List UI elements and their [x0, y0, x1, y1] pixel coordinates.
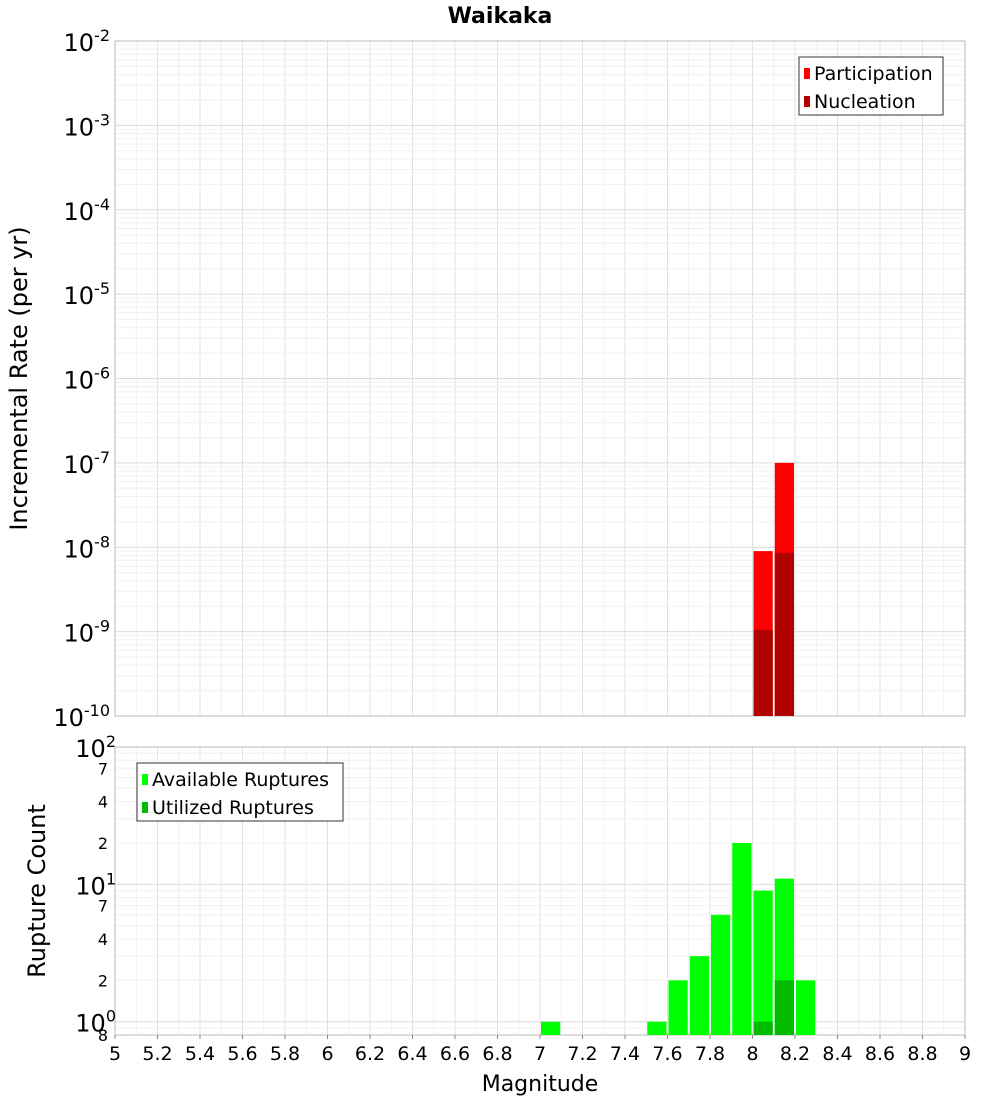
y-minor-tick-label: 4	[98, 793, 108, 812]
x-tick-label: 7.6	[652, 1043, 682, 1065]
count-utilized-ruptures-bar	[774, 980, 794, 1035]
count-available-ruptures-bar	[668, 980, 688, 1035]
y-tick-label: 102	[75, 732, 116, 763]
y-minor-tick-label: 7	[98, 897, 108, 916]
y-tick-label: 10-10	[53, 701, 110, 732]
x-axis-label: Magnitude	[482, 1072, 599, 1097]
count-available-ruptures-bar	[689, 956, 709, 1035]
chart-title: Waikaka	[448, 4, 553, 29]
count-available-ruptures-bar	[647, 1021, 667, 1035]
y-minor-tick-label: 2	[98, 971, 108, 990]
x-tick-label: 8.8	[907, 1043, 937, 1065]
x-tick-label: 6.2	[355, 1043, 385, 1065]
rate-nucleation-bar	[774, 552, 794, 716]
y-tick-label: 10-4	[64, 195, 111, 226]
y-minor-tick-label: 2	[98, 834, 108, 853]
count-available-ruptures-bar	[711, 914, 731, 1035]
count-available-ruptures-bar	[732, 843, 752, 1035]
y-tick-label: 101	[75, 869, 116, 900]
x-tick-label: 6.4	[397, 1043, 427, 1065]
x-tick-label: 7	[534, 1043, 546, 1065]
x-tick-label: 5.2	[142, 1043, 172, 1065]
y-tick-label: 10-5	[64, 279, 111, 310]
y-tick-label: 10-3	[64, 110, 111, 141]
legend-label: Utilized Ruptures	[152, 797, 314, 819]
x-tick-label: 5	[109, 1043, 121, 1065]
x-tick-label: 5.4	[185, 1043, 215, 1065]
y-tick-label: 100	[75, 1007, 116, 1038]
legend-label: Available Ruptures	[152, 769, 329, 791]
y-tick-label: 10-8	[64, 532, 111, 563]
x-tick-label: 8.4	[822, 1043, 852, 1065]
y-tick-label: 10-2	[64, 26, 111, 57]
y-tick-label: 10-6	[64, 364, 111, 395]
legend-swatch	[804, 96, 810, 107]
x-tick-label: 6.6	[440, 1043, 470, 1065]
rate-nucleation-bar	[753, 629, 773, 716]
legend-box	[798, 56, 944, 116]
x-tick-label: 5.6	[227, 1043, 257, 1065]
y-minor-tick-label: 7	[98, 759, 108, 778]
legend-swatch	[142, 802, 148, 813]
x-tick-label: 7.2	[567, 1043, 597, 1065]
legend-label: Participation	[814, 63, 933, 85]
x-tick-label: 7.8	[695, 1043, 725, 1065]
x-tick-label: 6	[321, 1043, 333, 1065]
top-plot-incremental-rate: 10-2 10-3 10-4 10-5 10-6 10-7 10-8 10-9 10-10 Par…	[5, 26, 966, 732]
legend-box	[136, 762, 344, 822]
x-tick-label: 5.8	[270, 1043, 300, 1065]
legend-swatch	[804, 68, 810, 79]
top-y-axis-label: Incremental Rate (per yr)	[5, 226, 33, 530]
x-tick-label: 6.8	[482, 1043, 512, 1065]
count-utilized-ruptures-bar	[753, 1021, 773, 1035]
bottom-plot-rupture-count: 102 101 100 7 4 2 7 4 2 8 Available Ruptures Utiliz…	[23, 732, 966, 1045]
x-axis: 5 5.2 5.4 5.6 5.8 6 6.2 6.4 6.6 6.8 7 7.2 7.4 7.6 7.8 8…	[109, 1035, 971, 1065]
x-tick-label: 8.2	[780, 1043, 810, 1065]
bottom-y-axis-label: Rupture Count	[23, 804, 51, 978]
y-minor-tick-label: 8	[98, 1026, 108, 1045]
x-tick-label: 8.6	[865, 1043, 895, 1065]
count-available-ruptures-bar	[753, 890, 773, 1035]
plot-frame	[114, 40, 966, 717]
count-available-ruptures-bar	[541, 1021, 561, 1035]
y-minor-tick-label: 4	[98, 930, 108, 949]
x-tick-label: 8	[746, 1043, 758, 1065]
y-tick-label: 10-9	[64, 617, 111, 648]
legend-swatch	[142, 774, 148, 785]
legend-label: Nucleation	[814, 91, 916, 113]
x-tick-label: 9	[959, 1043, 971, 1065]
count-available-ruptures-bar	[796, 980, 816, 1035]
y-tick-label: 10-7	[64, 448, 111, 479]
x-tick-label: 7.4	[610, 1043, 640, 1065]
